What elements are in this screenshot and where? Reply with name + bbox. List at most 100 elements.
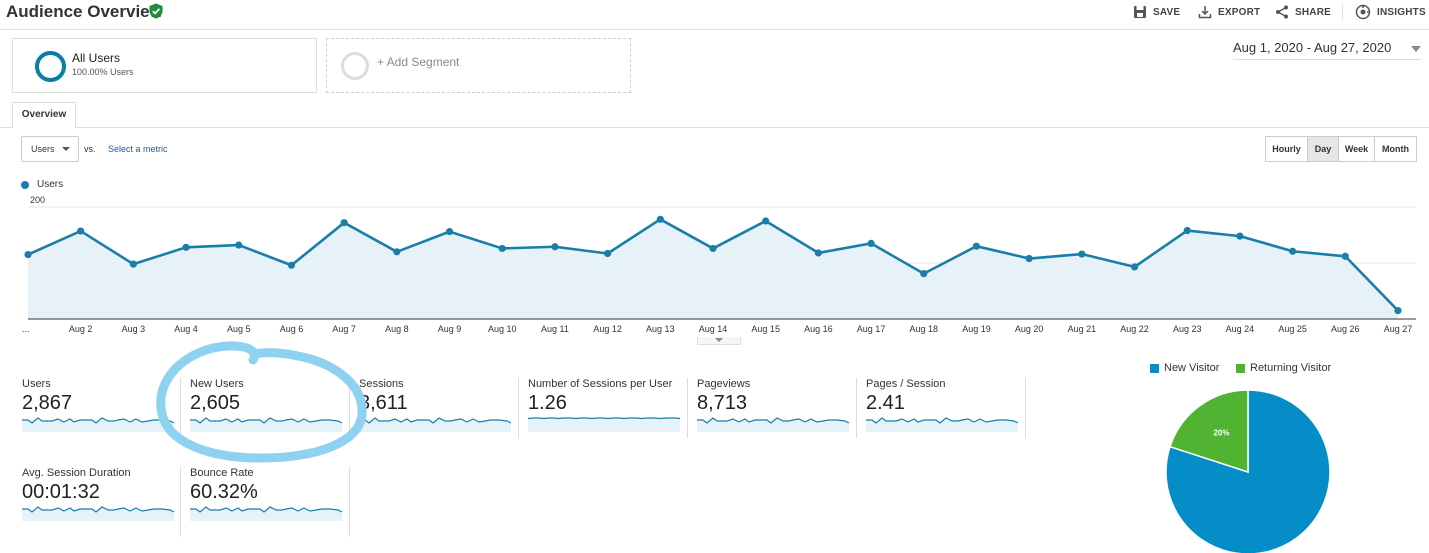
granularity-month-button[interactable]: Month (1374, 136, 1417, 162)
metric-tile[interactable]: Users 2,867 (22, 378, 190, 458)
date-range-label: Aug 1, 2020 - Aug 27, 2020 (1233, 40, 1392, 55)
data-point (1394, 307, 1402, 315)
header-divider-line (0, 29, 1429, 30)
sparkline-area (22, 418, 174, 432)
x-tick-label: Aug 12 (593, 324, 622, 334)
data-point (972, 242, 981, 250)
save-button[interactable]: SAVE (1133, 4, 1180, 20)
export-label: EXPORT (1218, 6, 1261, 18)
x-tick-label: Aug 18 (910, 324, 939, 334)
granularity-day-button[interactable]: Day (1307, 136, 1339, 162)
tile-divider (349, 378, 350, 438)
data-point (1289, 247, 1297, 255)
x-tick-label: Aug 19 (962, 324, 991, 334)
data-point (77, 227, 85, 235)
add-segment-button[interactable]: + Add Segment (326, 38, 631, 93)
x-tick-label: Aug 4 (174, 324, 198, 334)
segment-name: All Users (72, 51, 121, 65)
metric-tile[interactable]: Pages / Session 2.41 (866, 378, 1034, 458)
data-point (445, 228, 454, 236)
metric-tile[interactable]: Pageviews 8,713 (697, 378, 865, 458)
metric-tile[interactable]: Number of Sessions per User 1.26 (528, 378, 696, 458)
x-tick-label: Aug 13 (646, 324, 675, 334)
metric-value: 2,605 (190, 392, 241, 414)
x-tick-label: Aug 15 (751, 324, 780, 334)
save-label: SAVE (1153, 6, 1181, 18)
insights-button[interactable]: INSIGHTS (1355, 4, 1426, 20)
metric-dropdown-label: Users (31, 144, 55, 154)
pie-slice-label: 20% (1213, 429, 1229, 438)
sparkline-line (697, 417, 849, 424)
data-point (1130, 263, 1139, 271)
data-point (1341, 252, 1349, 260)
tile-divider (1025, 378, 1026, 438)
data-point (604, 249, 612, 258)
metric-tile[interactable]: New Users 2,605 (190, 378, 358, 458)
segment-all-users[interactable]: All Users 100.00% Users (12, 38, 317, 93)
chart-expand-handle[interactable] (697, 337, 741, 345)
pie-legend-label: Returning Visitor (1250, 362, 1332, 374)
metric-sparkline (22, 417, 174, 432)
metric-label: New Users (190, 378, 244, 390)
x-tick-label: Aug 16 (804, 324, 833, 334)
x-tick-label: Aug 2 (69, 324, 93, 334)
verified-shield-icon (149, 3, 163, 19)
metric-label: Bounce Rate (190, 467, 254, 479)
segment-ring-icon (35, 51, 66, 82)
x-tick-label: Aug 3 (122, 324, 146, 334)
sparkline-area (190, 507, 342, 521)
tile-divider (349, 467, 350, 537)
pie-slice-returning-visitor[interactable] (1169, 389, 1249, 474)
x-tick-label: Aug 24 (1226, 324, 1255, 334)
metric-label: Pageviews (697, 378, 751, 390)
metric-value: 1.26 (528, 392, 567, 414)
data-point (129, 260, 137, 268)
metric-tile[interactable]: Sessions 3,611 (359, 378, 527, 458)
sparkline-area (22, 507, 174, 521)
metric-sparkline (866, 417, 1018, 432)
visitor-pie-chart: 80% 20% (1165, 389, 1331, 553)
metric-value: 2,867 (22, 392, 73, 414)
sparkline-line (866, 417, 1018, 424)
date-range-picker[interactable]: Aug 1, 2020 - Aug 27, 2020 (1233, 40, 1421, 60)
series-area-users (28, 219, 1398, 319)
data-point (393, 248, 401, 256)
data-point (24, 251, 32, 259)
metric-tile[interactable]: Bounce Rate 60.32% (190, 467, 358, 547)
y-tick-label: 200 (30, 195, 45, 205)
highlight-circle-annotation (156, 341, 367, 463)
legend-swatch-returning (1236, 363, 1245, 373)
share-button[interactable]: SHARE (1275, 4, 1331, 20)
save-icon (1134, 6, 1146, 18)
metric-sparkline (528, 417, 680, 432)
metric-sparkline (190, 506, 342, 521)
data-point (287, 261, 296, 269)
granularity-week-button[interactable]: Week (1338, 136, 1375, 162)
tile-divider (180, 378, 181, 438)
sparkline-area (697, 418, 849, 432)
granularity-hourly-button[interactable]: Hourly (1265, 136, 1308, 162)
x-tick-label: Aug 20 (1015, 324, 1044, 334)
insights-icon (1355, 4, 1371, 20)
select-metric-link[interactable]: Select a metric (108, 144, 168, 154)
chart-legend-users: Users (37, 179, 64, 190)
metric-sparkline (697, 417, 849, 432)
export-icon (1198, 6, 1212, 19)
metric-sparkline (22, 506, 174, 521)
sparkline-area (190, 418, 342, 432)
metric-tile[interactable]: Avg. Session Duration 00:01:32 (22, 467, 190, 547)
chevron-down-icon (62, 147, 70, 151)
metric-value: 00:01:32 (22, 481, 100, 503)
vs-label: vs. (84, 144, 96, 154)
legend-dot-users (21, 181, 29, 189)
metric-dropdown[interactable]: Users (21, 136, 79, 162)
x-tick-label: Aug 5 (227, 324, 251, 334)
tab-overview[interactable]: Overview (12, 102, 76, 128)
export-button[interactable]: EXPORT (1198, 4, 1260, 20)
metric-label: Sessions (359, 378, 404, 390)
sparkline-line (190, 417, 342, 424)
share-label: SHARE (1295, 6, 1332, 18)
sparkline-line (528, 417, 680, 420)
data-point (1078, 250, 1086, 258)
